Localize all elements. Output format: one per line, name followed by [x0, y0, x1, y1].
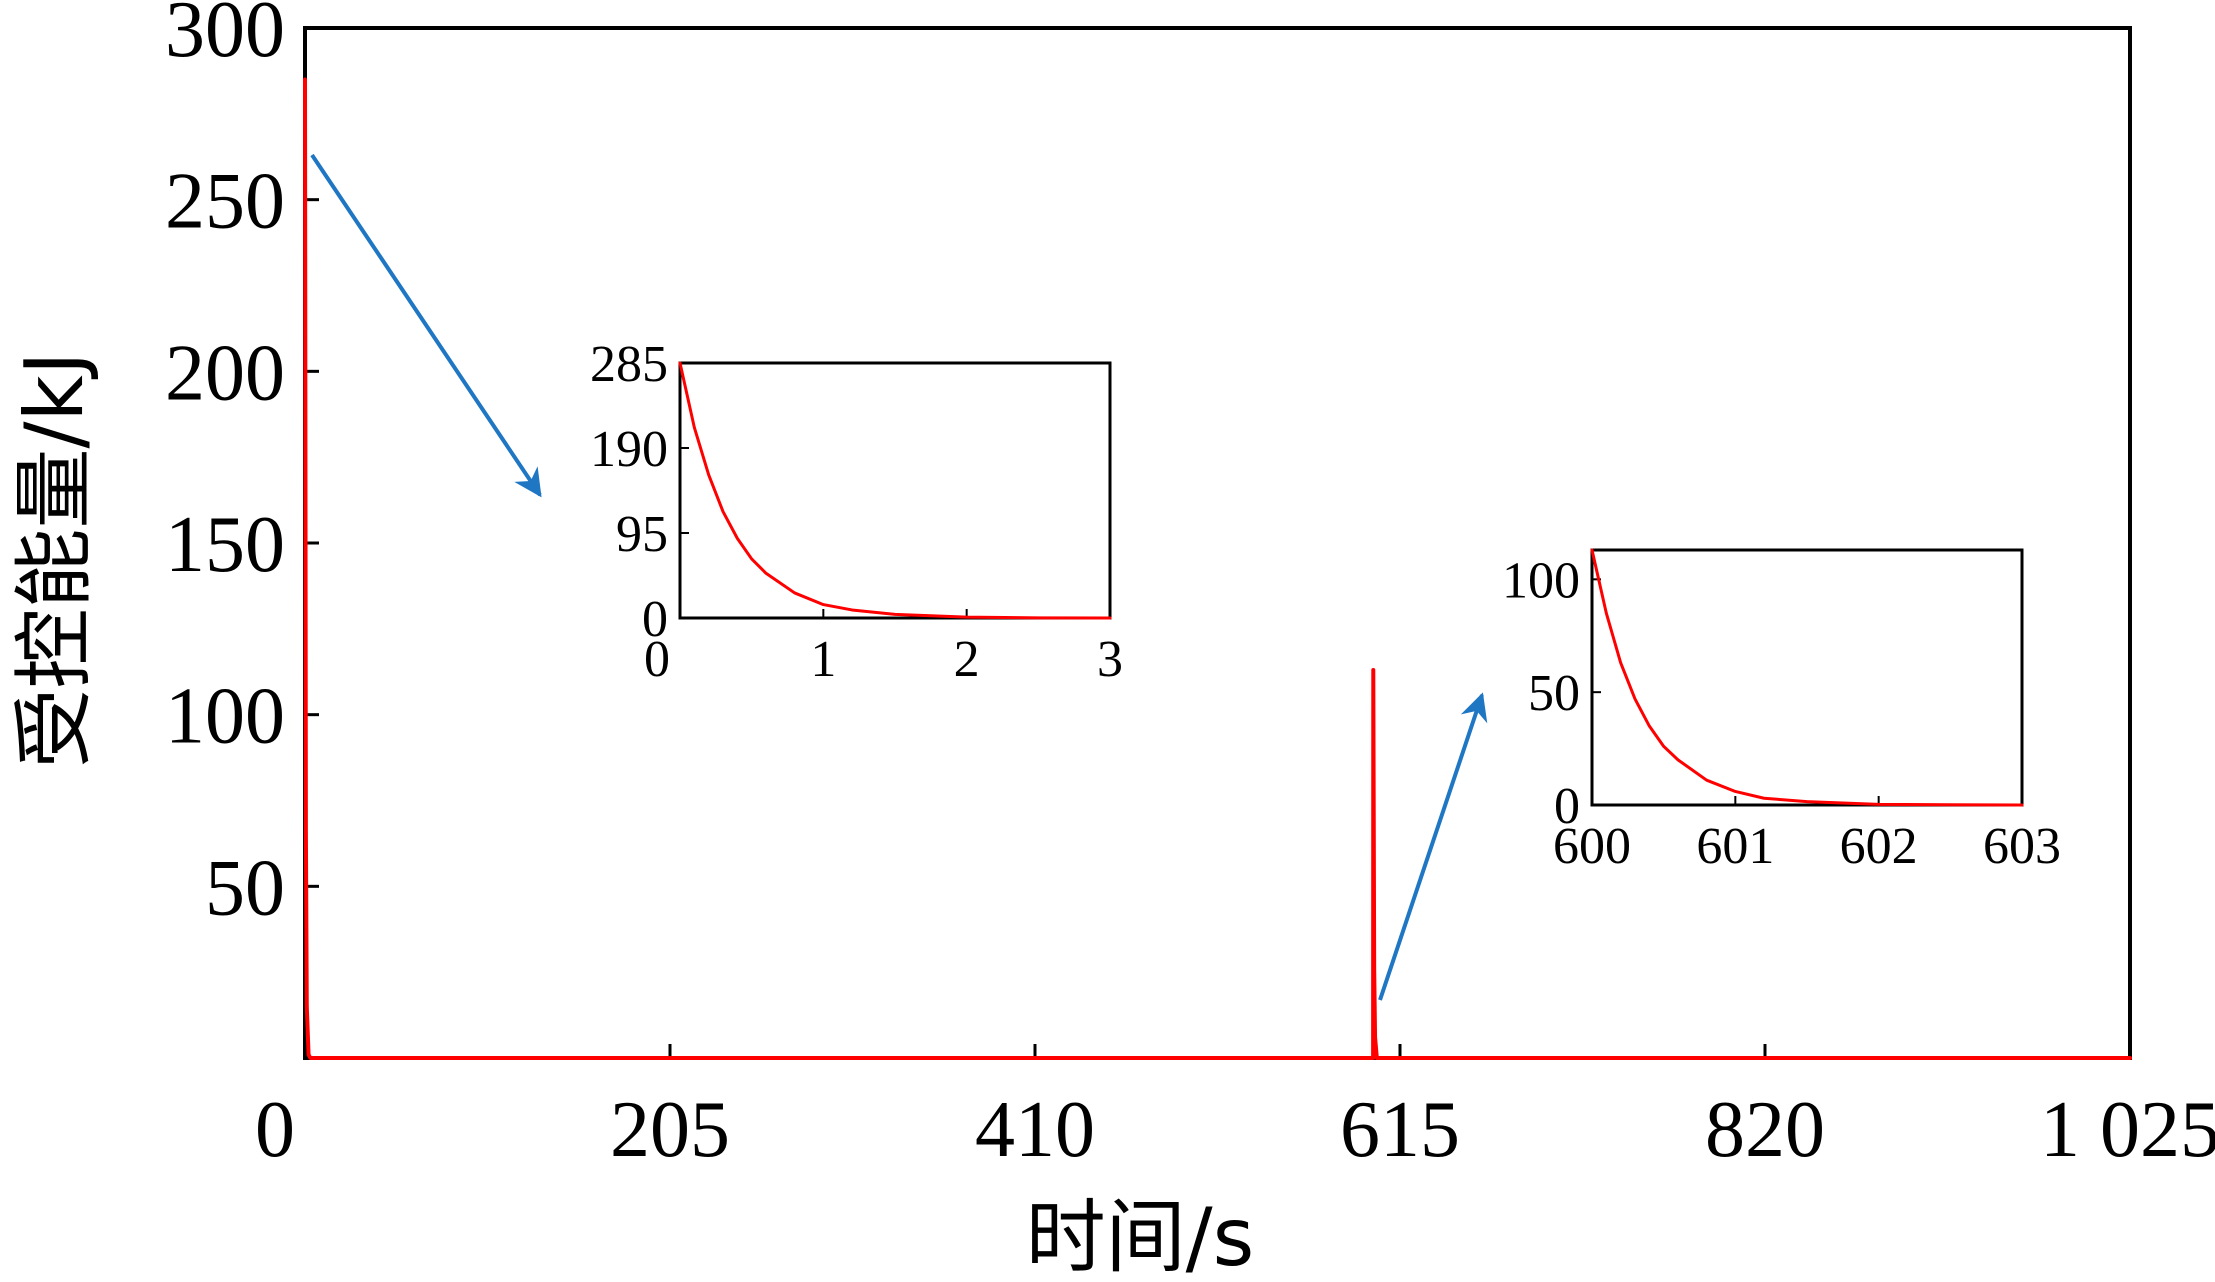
- x-tick-label: 3: [1097, 631, 1123, 688]
- x-tick-label: 1 025: [2040, 1086, 2215, 1174]
- main-plot-frame: [303, 26, 2132, 1060]
- x-tick-label: 205: [610, 1086, 730, 1174]
- x-tick-label: 601: [1696, 818, 1774, 875]
- y-tick-label: 95: [616, 506, 668, 563]
- inset-left-ticks: 0 1 2 3 0 95 190 285: [590, 336, 1123, 688]
- x-tick-label: 615: [1340, 1086, 1460, 1174]
- y-tick-label: 250: [165, 158, 285, 246]
- inset-right-ticks: 600 601 602 603 0 50 100: [1502, 552, 2061, 875]
- main-series: [303, 77, 2132, 1060]
- x-tick-label: 0: [644, 631, 670, 688]
- y-tick-label: 200: [165, 329, 285, 417]
- inset-right-series: [1590, 548, 2024, 807]
- x-tick-label: 820: [1705, 1086, 1825, 1174]
- x-tick-label: 602: [1840, 818, 1918, 875]
- y-tick-label: 0: [1554, 778, 1580, 835]
- y-tick-label: 50: [205, 844, 285, 932]
- x-axis-label: 时间/s: [1026, 1191, 1255, 1282]
- x-tick-label: 0: [255, 1086, 295, 1174]
- y-tick-label: 190: [590, 421, 668, 478]
- series-line: [1590, 548, 2024, 807]
- x-tick-label: 410: [975, 1086, 1095, 1174]
- y-tick-label: 285: [590, 336, 668, 393]
- y-axis-label: 受控能量/kJ: [8, 352, 101, 769]
- inset-left-series: [678, 361, 1112, 620]
- y-tick-label: 0: [642, 591, 668, 648]
- x-tick-label: 2: [954, 631, 980, 688]
- series-line: [303, 77, 2132, 1060]
- inset-left-frame: [678, 361, 1112, 620]
- x-tick-label: 603: [1983, 818, 2061, 875]
- x-tick-label: 600: [1553, 818, 1631, 875]
- y-tick-label: 300: [165, 0, 285, 74]
- y-tick-label: 100: [165, 673, 285, 761]
- inset-right-frame: [1590, 548, 2024, 807]
- arrow-to-left-inset: [310, 153, 542, 498]
- x-tick-label: 1: [810, 631, 836, 688]
- y-tick-label: 50: [1528, 665, 1580, 722]
- y-tick-label: 150: [165, 501, 285, 589]
- arrow-to-right-inset: [1378, 692, 1488, 1001]
- y-tick-label: 100: [1502, 552, 1580, 609]
- series-line: [678, 361, 1112, 620]
